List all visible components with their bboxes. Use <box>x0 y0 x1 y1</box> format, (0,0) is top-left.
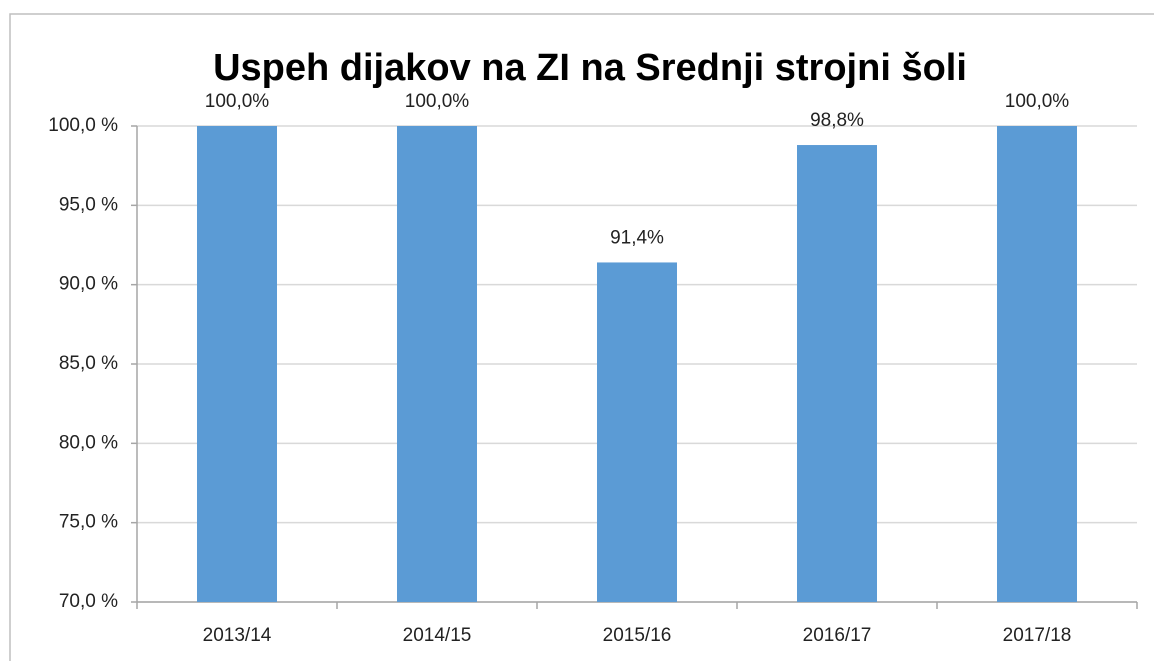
y-tick-label: 90,0 % <box>59 274 118 295</box>
y-tick-label: 100,0 % <box>48 115 118 136</box>
data-label: 100,0% <box>405 91 470 112</box>
bar <box>597 262 677 602</box>
data-label: 98,8% <box>810 110 864 131</box>
bar <box>197 126 277 602</box>
bar <box>797 145 877 603</box>
x-tick-label: 2015/16 <box>603 625 672 646</box>
bar <box>997 126 1077 602</box>
y-tick-label: 75,0 % <box>59 512 118 533</box>
data-label: 100,0% <box>205 91 270 112</box>
x-tick-label: 2016/17 <box>803 625 872 646</box>
chart-title: Uspeh dijakov na ZI na Srednji strojni š… <box>213 47 967 89</box>
x-tick-label: 2017/18 <box>1003 625 1072 646</box>
chart-border <box>9 13 1154 661</box>
bar <box>397 126 477 602</box>
y-tick-label: 95,0 % <box>59 194 118 215</box>
data-label: 91,4% <box>610 227 664 248</box>
y-tick-label: 80,0 % <box>59 432 118 453</box>
x-tick-label: 2013/14 <box>203 625 272 646</box>
y-tick-label: 70,0 % <box>59 591 118 612</box>
data-label: 100,0% <box>1005 91 1070 112</box>
x-tick-label: 2014/15 <box>403 625 472 646</box>
y-tick-label: 85,0 % <box>59 353 118 374</box>
